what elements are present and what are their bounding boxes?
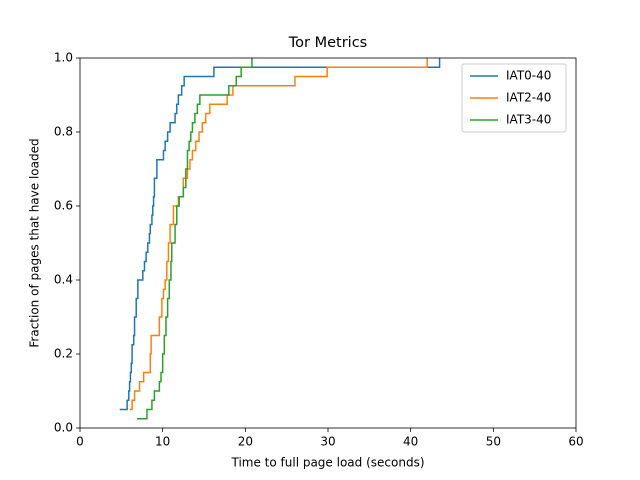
series-line	[119, 58, 441, 411]
x-tick-label: 40	[403, 435, 418, 449]
y-tick-label: 0.4	[54, 273, 73, 287]
x-tick-label: 60	[568, 435, 583, 449]
x-tick-label: 10	[155, 435, 170, 449]
legend: IAT0-40 IAT2-40 IAT3-40	[461, 63, 567, 133]
y-tick-label: 1.0	[54, 51, 73, 65]
x-tick-label: 50	[486, 435, 501, 449]
plot-area	[119, 58, 441, 420]
x-axis-label: Time to full page load (seconds)	[230, 456, 424, 470]
x-tick-label: 30	[320, 435, 335, 449]
chart-title: Tor Metrics	[288, 35, 367, 51]
y-tick-label: 0.0	[54, 421, 73, 435]
x-tick-label: 0	[76, 435, 84, 449]
legend-box	[461, 63, 567, 133]
y-tick-label: 0.2	[54, 347, 73, 361]
legend-label: IAT0-40	[506, 69, 551, 83]
y-tick-label: 0.6	[54, 199, 73, 213]
y-axis-label: Fraction of pages that have loaded	[28, 138, 42, 347]
x-tick-label: 20	[238, 435, 253, 449]
legend-label: IAT2-40	[506, 91, 551, 105]
legend-label: IAT3-40	[506, 113, 551, 127]
series-line	[137, 58, 253, 420]
y-tick-label: 0.8	[54, 125, 73, 139]
